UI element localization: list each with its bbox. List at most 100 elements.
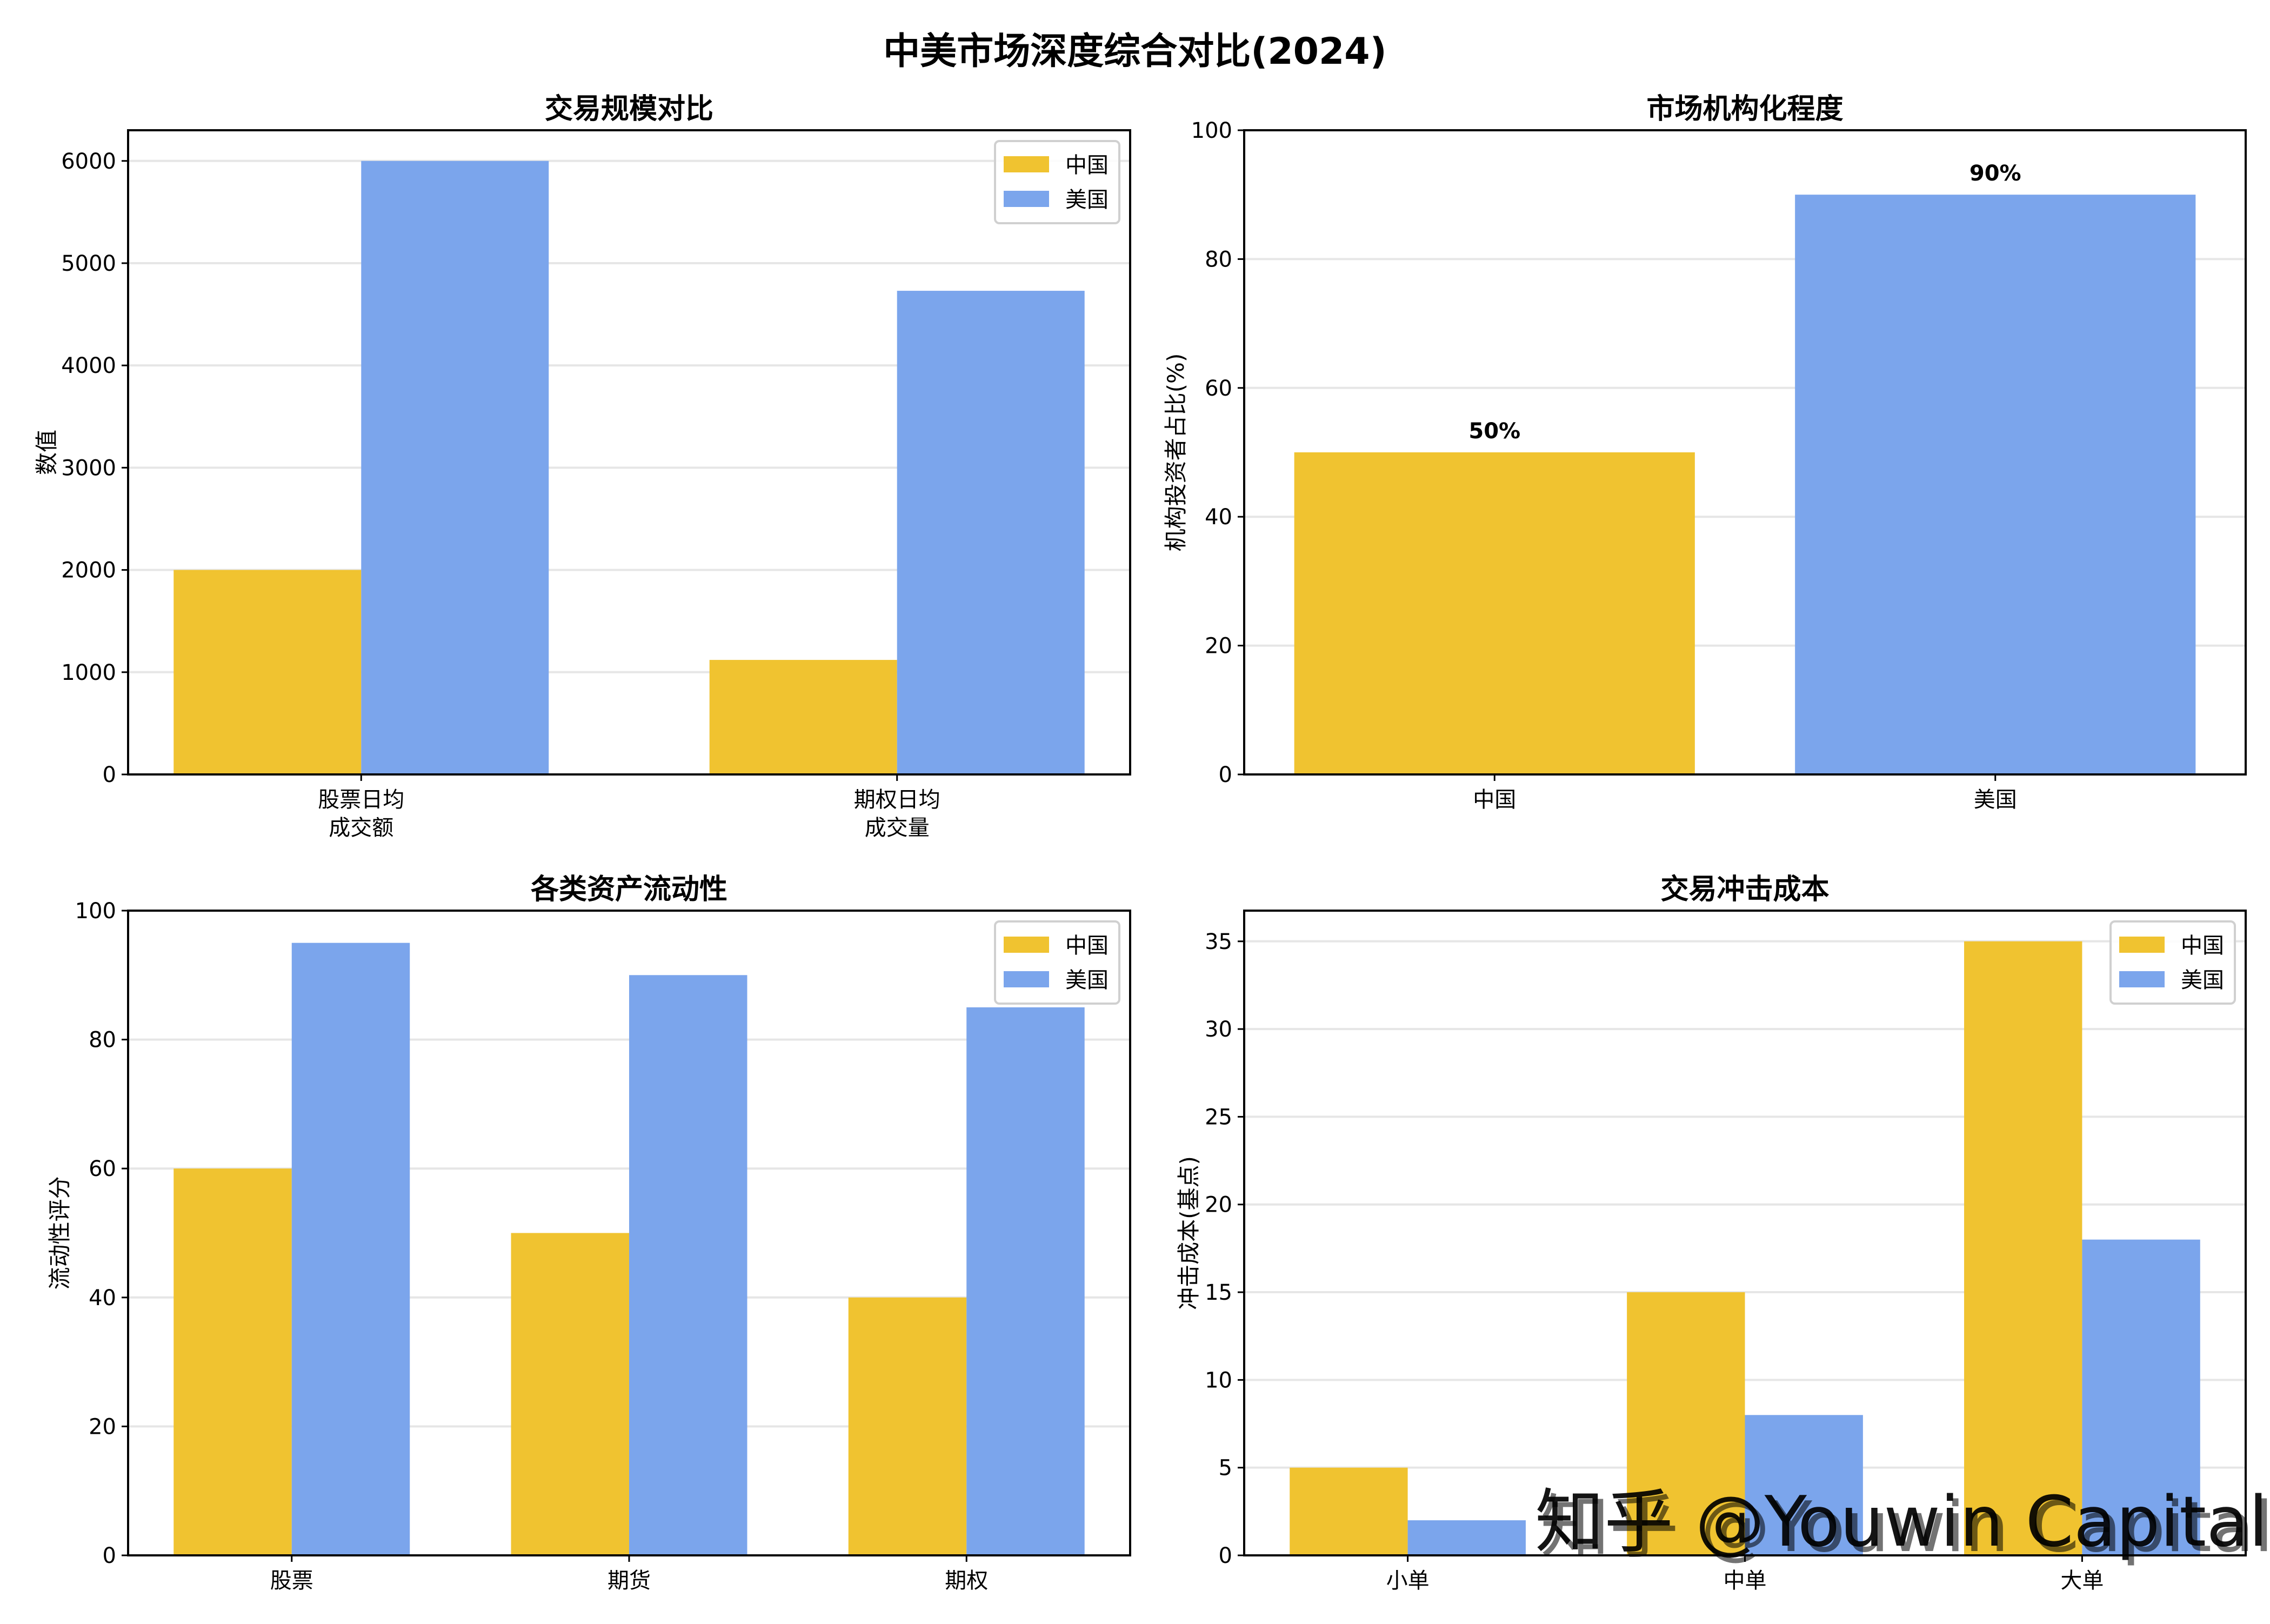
y-tick-label: 0 <box>103 763 116 787</box>
y-tick-label: 1000 <box>61 660 116 685</box>
x-axis: 股票 期货 期权 <box>270 1555 988 1593</box>
y-tick-label: 20 <box>1205 634 1232 659</box>
y-tick-label: 40 <box>1205 505 1232 530</box>
y-tick-label: 30 <box>1205 1017 1232 1042</box>
legend-label-us: 美国 <box>2181 968 2224 993</box>
y-tick-label: 0 <box>103 1543 116 1568</box>
y-tick-label: 60 <box>89 1157 116 1181</box>
bar-1 <box>966 1007 1085 1555</box>
legend-swatch-china <box>1004 156 1049 172</box>
x-tick-label: 小单 <box>1386 1568 1430 1593</box>
x-tick-label: 中单 <box>1724 1568 1767 1593</box>
x-tick-label: 期权 <box>945 1568 988 1593</box>
y-tick-label: 100 <box>75 899 116 924</box>
y-tick-label: 0 <box>1219 1543 1232 1568</box>
bar-1 <box>361 161 549 774</box>
x-axis: 小单 中单 大单 <box>1386 1555 2104 1593</box>
legend-swatch-china <box>2119 937 2165 953</box>
legend-label-us: 美国 <box>1065 188 1109 212</box>
bar-0 <box>709 660 897 774</box>
y-axis: 0 5 10 15 20 25 30 35 <box>1205 930 1244 1568</box>
y-axis: 0 20 40 60 80 100 <box>75 899 128 1568</box>
y-tick-label: 80 <box>1205 247 1232 272</box>
y-tick-label: 10 <box>1205 1368 1232 1393</box>
bar-0 <box>848 1297 967 1555</box>
legend-label-china: 中国 <box>2181 933 2224 958</box>
y-tick-label: 5 <box>1219 1456 1232 1481</box>
bar-0 <box>511 1233 629 1555</box>
x-tick-label: 期货 <box>607 1568 651 1593</box>
legend-swatch-us <box>1004 191 1049 207</box>
bars <box>173 161 1085 774</box>
bar-0 <box>173 1168 292 1555</box>
bars: 50% 90% <box>1294 161 2196 775</box>
axes-frame <box>1243 129 2247 776</box>
y-tick-label: 15 <box>1205 1280 1232 1305</box>
y-tick-label: 20 <box>1205 1193 1232 1218</box>
axes-frame <box>127 129 1131 776</box>
subplot-title: 市场机构化程度 <box>1646 93 1843 125</box>
y-tick-label: 80 <box>89 1028 116 1053</box>
legend-label-china: 中国 <box>1065 933 1109 958</box>
y-axis-label: 数值 <box>34 430 60 475</box>
legend-label-china: 中国 <box>1065 153 1109 178</box>
bar-0 <box>173 570 362 774</box>
x-tick-label: 大单 <box>2060 1568 2104 1593</box>
y-tick-label: 25 <box>1205 1105 1232 1130</box>
watermark-shadow: 知乎 @Youwin Capital <box>1540 1487 2270 1568</box>
x-tick-label: 美国 <box>1974 787 2017 812</box>
x-tick-label: 中国 <box>1473 787 1516 812</box>
x-tick-label: 股票日均 <box>318 787 404 812</box>
x-tick-label: 成交量 <box>865 816 930 840</box>
figure-title: 中美市场深度综合对比(2024) <box>883 30 1386 73</box>
y-tick-label: 100 <box>1191 118 1232 143</box>
x-axis: 中国 美国 <box>1473 774 2017 812</box>
bars <box>1290 941 2200 1555</box>
watermark-text: 知乎 @Youwin Capital <box>1535 1482 2268 1562</box>
bar-1 <box>1745 1415 1863 1555</box>
bar-0 <box>1290 1467 1408 1555</box>
y-tick-label: 60 <box>1205 376 1232 401</box>
y-tick-label: 6000 <box>61 149 116 174</box>
bar-1 <box>1795 195 2196 775</box>
y-axis-label: 冲击成本(基点) <box>1176 1156 1202 1310</box>
subplot-grid: 交易规模对比0100020003000400050006000数值股票日均成交额… <box>34 93 2247 1593</box>
bar-1 <box>629 975 747 1555</box>
subplot-institutionalization: 市场机构化程度 50% 90% 0 20 40 60 80 100 机构投资者占比(%) 中国 美国 <box>1163 93 2247 812</box>
y-tick-label: 2000 <box>61 558 116 583</box>
legend-swatch-china <box>1004 937 1049 953</box>
y-tick-label: 35 <box>1205 930 1232 954</box>
subplot-title: 各类资产流动性 <box>531 873 727 906</box>
x-tick-label: 期权日均 <box>854 787 940 812</box>
legend-swatch-us <box>1004 971 1049 987</box>
y-tick-label: 20 <box>89 1414 116 1439</box>
bar-value-label: 50% <box>1468 419 1520 444</box>
x-tick-label: 成交额 <box>329 816 393 840</box>
bar-1 <box>2082 1239 2200 1555</box>
bar-1 <box>291 943 410 1555</box>
legend-swatch-us <box>2119 971 2165 987</box>
y-tick-label: 0 <box>1219 763 1232 787</box>
y-tick-label: 3000 <box>61 456 116 480</box>
y-tick-label: 4000 <box>61 353 116 378</box>
bar-1 <box>897 291 1085 774</box>
subplot-title: 交易规模对比 <box>545 93 713 125</box>
bars <box>173 943 1085 1555</box>
bar-0 <box>1294 452 1695 774</box>
y-tick-label: 5000 <box>61 251 116 276</box>
bar-value-label: 90% <box>1969 161 2021 186</box>
bar-1 <box>1407 1520 1526 1555</box>
subplot-title: 交易冲击成本 <box>1660 873 1829 906</box>
y-axis-label: 机构投资者占比(%) <box>1163 353 1189 552</box>
x-tick-label: 股票 <box>270 1568 313 1593</box>
subplot-trading-scale: 交易规模对比 0 1000 2000 3000 4000 5000 6000 数值股票日均成交额… <box>34 93 1131 840</box>
y-tick-label: 40 <box>89 1286 116 1311</box>
